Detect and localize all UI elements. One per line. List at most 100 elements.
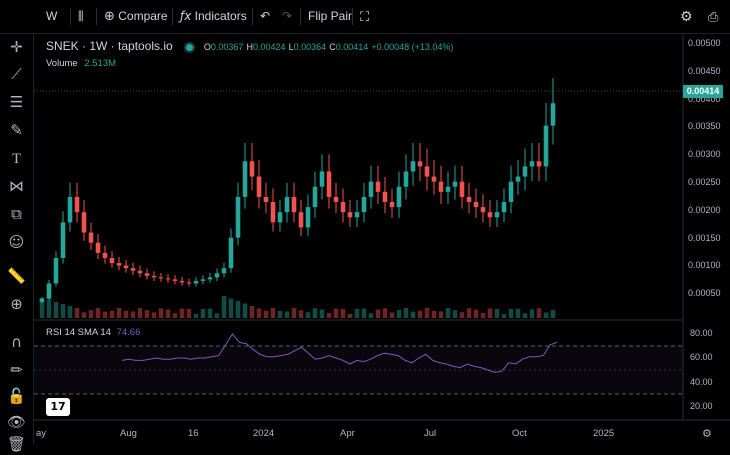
volume-bar — [522, 313, 528, 318]
candle-body — [158, 277, 164, 279]
candle-body — [452, 181, 458, 187]
flip-pair-button[interactable]: Flip Pair — [308, 9, 353, 23]
chart-settings-button[interactable]: ⚙ — [702, 427, 712, 440]
candle-body — [95, 242, 101, 253]
candle-body — [431, 176, 437, 182]
volume-bar — [501, 313, 507, 318]
volume-bar — [291, 308, 297, 318]
volume-bar — [116, 308, 122, 318]
candle-body — [256, 176, 262, 197]
candle-body — [165, 278, 171, 280]
candle-body — [88, 232, 94, 243]
volume-bars — [39, 296, 556, 318]
volume-bar — [53, 302, 59, 318]
volume-bar — [445, 308, 451, 318]
open-label: O — [203, 42, 211, 52]
text-tool[interactable]: T — [6, 148, 27, 169]
candlesticks — [39, 77, 556, 304]
trendline-icon: ⟋ — [11, 65, 22, 83]
volume-bar — [214, 313, 220, 318]
lock-tool[interactable]: 🔓 — [6, 386, 27, 407]
candle-body — [123, 265, 129, 269]
price-tick-label: 0.00450 — [688, 65, 721, 76]
zoom-tool[interactable]: ⊕ — [6, 294, 27, 315]
emoji-tool[interactable]: ☺ — [6, 232, 27, 253]
brush-tool[interactable]: ✎ — [6, 120, 27, 141]
crosshair-tool[interactable]: ✛ — [6, 37, 27, 58]
candle-body — [550, 103, 556, 126]
time-tick-label: Aug — [120, 428, 137, 439]
candle-body — [312, 186, 318, 208]
candle-body — [151, 275, 157, 278]
measure-ranges-tool[interactable]: ⧉ — [6, 204, 27, 225]
bar-style-button[interactable]: ⫼ — [78, 0, 84, 33]
candle-body — [102, 252, 108, 258]
volume-bar — [340, 309, 346, 318]
candle-body — [221, 268, 227, 274]
volume-bar — [529, 309, 535, 318]
candle-body — [46, 283, 52, 299]
volume-bar — [179, 308, 185, 318]
volume-bar — [466, 308, 472, 318]
ruler-tool[interactable]: 📏 — [6, 266, 27, 287]
volume-bar — [46, 300, 52, 318]
candle-body — [263, 196, 269, 202]
compare-button[interactable]: ⊕ Compare — [104, 0, 168, 33]
trendline-tool[interactable]: ⟋ — [6, 64, 27, 85]
low-value: 0.00364 — [293, 42, 327, 52]
volume-bar — [109, 310, 115, 318]
indicators-button[interactable]: ƒx Indicators — [180, 0, 247, 33]
pattern-tool[interactable]: ⋈ — [6, 176, 27, 197]
candle-body — [81, 212, 87, 233]
toolbar-divider — [70, 8, 71, 25]
price-chart[interactable] — [0, 0, 730, 445]
volume-bar — [410, 311, 416, 318]
volume-bar — [39, 298, 45, 318]
fullscreen-button[interactable]: ⛶ — [360, 0, 369, 33]
candle-body — [368, 181, 374, 197]
lock-drawing-tool[interactable]: ✏ — [6, 360, 27, 381]
volume-bar — [165, 309, 171, 318]
magnet-tool[interactable]: ∩ — [6, 332, 27, 353]
toolbar-divider — [172, 8, 173, 25]
volume-bar — [389, 312, 395, 318]
pencil-lock-icon: ✏ — [10, 361, 23, 379]
top-toolbar: W ⫼ ⊕ Compare ƒx Indicators ↶ ↷ Flip Pai… — [0, 0, 730, 34]
tradingview-logo[interactable]: 17 — [46, 398, 70, 416]
candle-body — [459, 181, 465, 197]
volume-bar — [459, 312, 465, 318]
redo-button[interactable]: ↷ — [282, 0, 292, 33]
time-tick-label: Apr — [340, 428, 355, 439]
volume-bar — [123, 310, 129, 318]
volume-bar — [508, 308, 514, 318]
toolbar-divider — [252, 8, 253, 25]
candle-body — [445, 186, 451, 192]
candle-body — [186, 282, 192, 284]
candle-body — [214, 273, 220, 278]
settings-button[interactable]: ⚙ — [680, 0, 693, 33]
zoom-in-icon: ⊕ — [10, 295, 23, 313]
symbol-title[interactable]: SNEK · 1W · taptools.io — [46, 39, 173, 53]
volume-bar — [424, 308, 430, 318]
candle-body — [305, 207, 311, 228]
candle-body — [326, 171, 332, 197]
time-tick-label: 2025 — [593, 428, 615, 439]
candle-body — [438, 181, 444, 192]
undo-button[interactable]: ↶ — [260, 0, 270, 33]
volume-bar — [200, 308, 206, 318]
screenshot-button[interactable]: ⎙ — [708, 0, 718, 33]
volume-bar — [284, 311, 290, 318]
candle-body — [494, 212, 500, 218]
volume-bar — [361, 308, 367, 318]
undo-icon: ↶ — [260, 9, 271, 23]
interval-button[interactable]: W — [46, 9, 58, 23]
candle-body — [501, 202, 507, 213]
rsi-label[interactable]: RSI 14 SMA 14 — [46, 327, 111, 338]
candle-body — [522, 166, 528, 177]
volume-bar — [319, 309, 325, 318]
volume-bar — [193, 313, 199, 318]
price-tick-label: 0.00200 — [688, 204, 721, 215]
volume-bar — [452, 310, 458, 318]
visibility-tool[interactable]: 👁 — [6, 412, 27, 433]
horizontal-lines-tool[interactable]: ☰ — [6, 92, 27, 113]
